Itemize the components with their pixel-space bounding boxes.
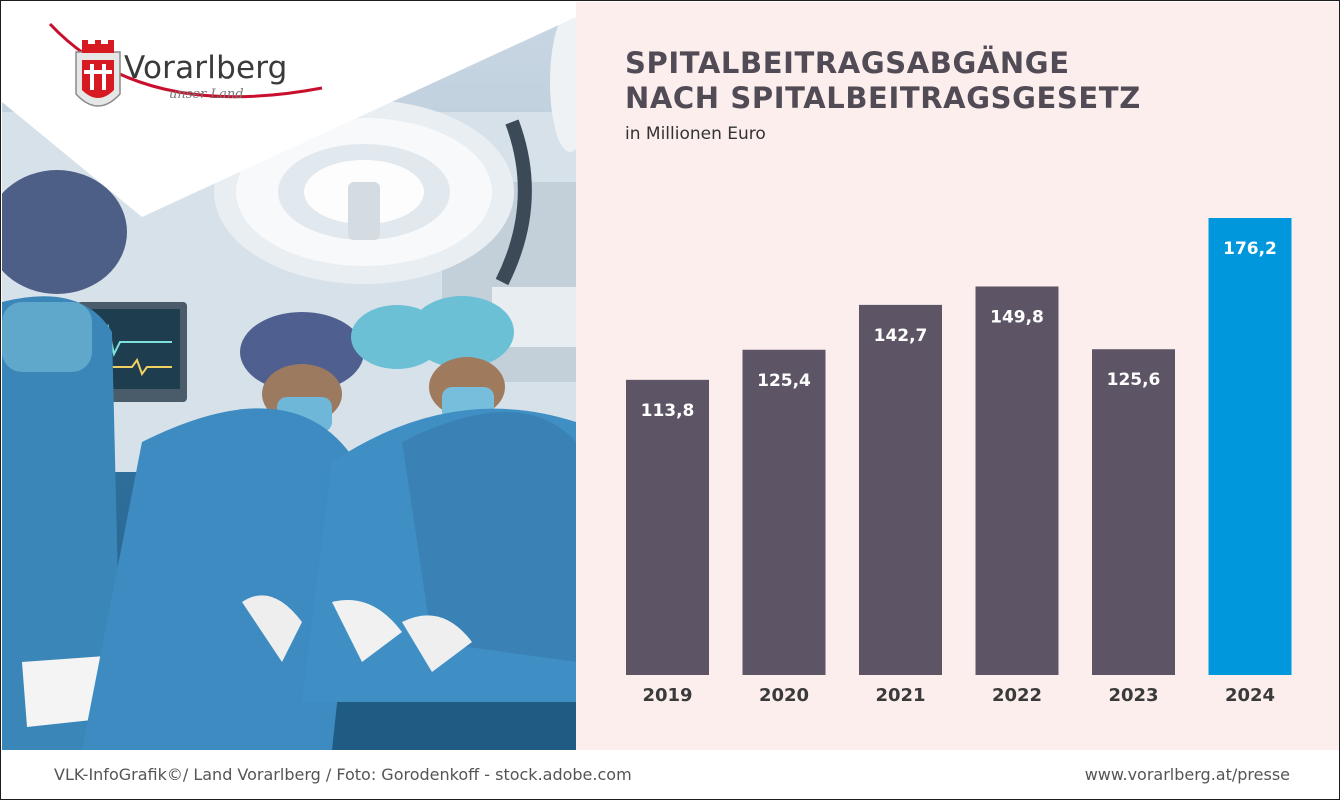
logo-name: Vorarlberg [124,50,288,86]
value-label-2022: 149,8 [990,307,1044,327]
value-label-2021: 142,7 [874,326,928,346]
surgery-illustration [2,2,576,750]
chart-title-line-1: SPITALBEITRAGSABGÄNGE [625,46,1070,80]
value-label-2023: 125,6 [1107,370,1161,390]
bar-2020 [742,349,826,675]
bar-2019 [626,379,709,675]
bar-2023 [1092,349,1175,675]
footer-credit: VLK-InfoGrafik©/ Land Vorarlberg / Foto:… [54,765,632,784]
chart-title: SPITALBEITRAGSABGÄNGE NACH SPITALBEITRAG… [625,46,1285,116]
bar-chart: 113,8 2019 125,4 2020 142,7 2021 149,8 2022 125,… [626,218,1292,706]
logo-emblem [48,22,323,107]
bar-2024 [1208,218,1292,675]
value-label-2019: 113,8 [641,401,695,421]
bar-2021 [859,304,942,675]
logo: Vorarlberg unser Land [2,2,576,222]
x-tick-2023: 2023 [1108,685,1158,706]
chart-panel: SPITALBEITRAGSABGÄNGE NACH SPITALBEITRAG… [576,2,1339,750]
logo-tagline: unser Land [169,87,244,102]
x-tick-2024: 2024 [1225,685,1275,706]
chart-title-line-2: NACH SPITALBEITRAGSGESETZ [625,81,1141,115]
surgery-photo: Vorarlberg unser Land [2,2,576,750]
value-label-2020: 125,4 [757,371,811,391]
x-tick-2019: 2019 [642,685,692,706]
x-tick-2020: 2020 [759,685,809,706]
chart-subtitle: in Millionen Euro [625,124,766,144]
value-label-2024: 176,2 [1223,239,1277,259]
x-tick-2021: 2021 [875,685,925,706]
footer-url: www.vorarlberg.at/presse [1084,765,1290,784]
footer: VLK-InfoGrafik©/ Land Vorarlberg / Foto:… [2,750,1339,799]
bar-2022 [975,286,1059,675]
x-tick-2022: 2022 [992,685,1042,706]
